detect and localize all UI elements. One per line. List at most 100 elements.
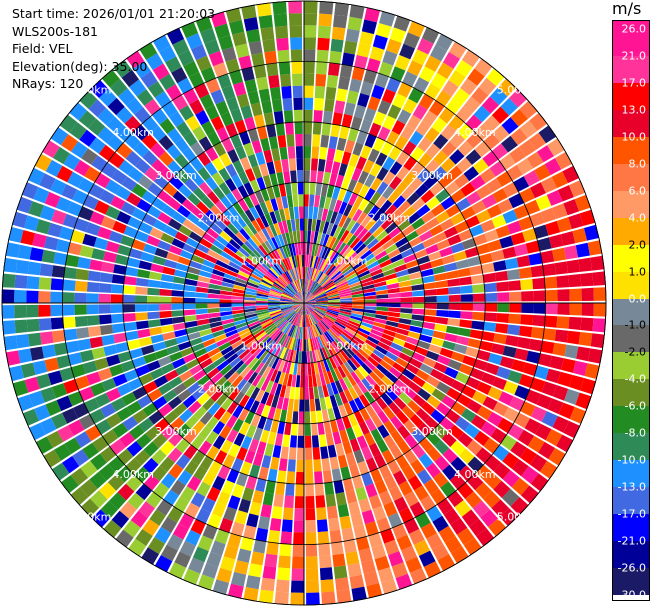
range-gate [348,399,359,413]
range-gate [207,347,221,358]
range-gate [279,260,288,272]
range-gate [292,268,298,280]
range-gate [132,386,148,400]
range-gate [421,401,436,416]
range-gate [470,175,486,190]
range-gate [271,343,280,356]
range-gate [304,182,310,195]
range-gate [518,267,533,279]
range-gate [291,255,297,268]
range-gate [334,276,346,285]
range-gate [221,281,234,288]
range-gate [592,318,606,333]
range-gate [411,284,424,291]
range-gate [316,349,323,362]
range-gate [150,125,166,142]
range-gate [150,263,164,273]
range-gate [401,186,415,200]
range-gate [359,273,372,281]
range-gate [158,403,173,417]
range-gate [252,490,264,504]
range-gate [135,312,148,321]
range-gate [497,417,514,434]
range-gate [231,375,244,388]
range-gate [463,166,479,182]
range-gate [255,265,267,275]
range-gate [374,479,388,495]
range-gate [343,478,354,492]
range-gate [237,548,252,563]
range-gate [338,76,351,90]
range-gate [409,271,422,280]
range-gate [279,246,287,259]
range-gate [408,529,425,545]
range-gate [363,234,376,246]
range-gate [262,38,276,53]
range-gate [227,222,239,235]
range-gate [231,483,245,499]
range-gate [350,287,363,293]
range-gate [187,192,201,206]
range-gate [147,388,163,402]
range-gate [351,338,363,349]
range-gate [480,219,496,233]
range-gate [208,312,221,319]
range-gate [40,417,57,435]
range-gate [486,178,502,193]
range-gate [270,369,278,382]
range-gate [325,286,337,293]
range-gate [564,344,579,359]
range-gate [325,433,335,446]
range-gate [318,273,327,285]
range-gate [22,408,40,426]
range-gate [305,447,313,460]
range-gate [310,282,317,293]
range-gate [223,384,236,397]
range-gate [330,381,339,395]
range-gate [91,347,106,360]
range-gate [309,399,316,412]
range-gate [228,388,241,401]
range-gate [370,400,383,414]
range-gate [316,507,327,521]
range-gate [193,465,208,481]
range-gate [141,344,155,356]
range-gate [301,303,304,315]
range-gate [322,318,333,328]
range-gate [275,278,286,288]
range-gate [238,246,250,258]
range-gate [271,395,279,408]
range-gate [86,281,100,293]
range-gate [172,94,188,111]
range-gate [189,99,204,115]
range-gate [590,255,605,271]
range-gate [376,294,389,299]
range-gate [59,226,74,241]
range-gate [575,242,590,258]
range-gate [419,363,434,375]
range-gate [349,281,362,288]
range-gate [82,360,98,374]
range-gate [198,136,213,151]
range-gate [247,320,260,328]
range-gate [316,170,324,184]
range-gate [422,237,436,249]
range-gate [250,325,263,334]
range-gate [195,308,208,315]
range-gate [131,183,147,198]
range-gate [455,59,473,77]
range-gate [373,111,387,126]
range-gate [469,518,487,537]
range-gate [332,431,342,445]
range-gate [285,244,292,257]
range-gate [459,319,473,329]
range-gate [315,307,327,313]
range-gate [403,32,420,49]
range-gate [180,347,194,357]
range-gate [236,363,248,375]
range-gate [341,176,351,190]
range-gate [405,363,420,375]
range-gate [294,295,304,303]
range-gate [152,433,168,449]
range-gate [219,299,232,303]
